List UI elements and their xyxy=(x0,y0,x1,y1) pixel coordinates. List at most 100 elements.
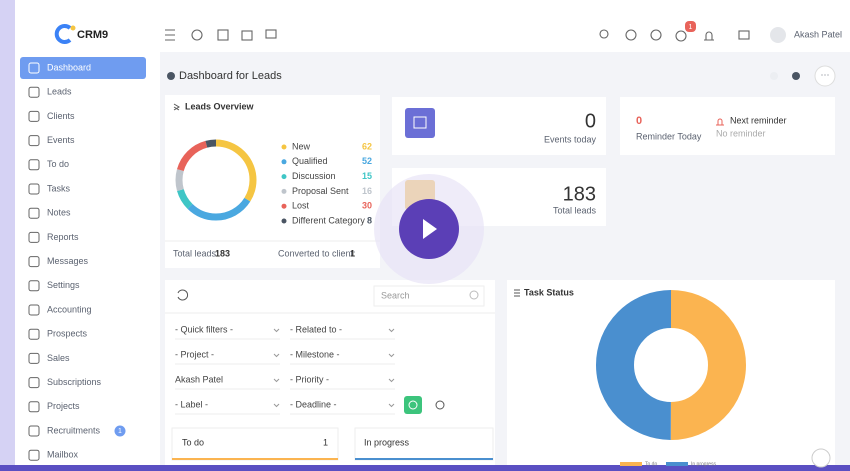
nav-item[interactable]: Accounting xyxy=(47,304,92,314)
title-dot xyxy=(167,72,175,80)
nav-icon xyxy=(28,207,40,219)
nav-badge xyxy=(114,425,126,437)
nav-item[interactable]: Tasks xyxy=(47,183,71,193)
dot[interactable] xyxy=(770,72,778,80)
total-value: 183 xyxy=(215,248,230,258)
clear-button[interactable] xyxy=(435,400,445,410)
chevron xyxy=(388,378,395,383)
donut-segment xyxy=(175,139,257,221)
search-icon[interactable] xyxy=(469,290,479,300)
legend-label: Different Category xyxy=(292,215,365,225)
nav-icon xyxy=(28,352,40,364)
legend-label: Qualified xyxy=(292,156,328,166)
legend-value: 62 xyxy=(362,141,372,151)
nav-item[interactable]: Clients xyxy=(47,111,75,121)
legend-label: Lost xyxy=(292,201,310,211)
avatar[interactable] xyxy=(770,27,786,43)
nav-item[interactable]: Prospects xyxy=(47,329,88,339)
list-icon xyxy=(514,289,520,297)
chevron xyxy=(273,353,280,358)
chevron xyxy=(388,403,395,408)
notification-badge xyxy=(685,21,696,32)
chat-button[interactable] xyxy=(811,448,831,468)
nav-item[interactable]: Projects xyxy=(47,401,80,411)
top-icons[interactable] xyxy=(165,29,750,42)
page-title: Dashboard for Leads xyxy=(179,70,282,82)
select[interactable]: - Related to - xyxy=(290,324,342,334)
chevron xyxy=(388,353,395,358)
nav-icon xyxy=(28,328,40,340)
nav-icon xyxy=(28,86,40,98)
search-box[interactable] xyxy=(373,285,485,307)
nav-item[interactable]: Settings xyxy=(47,280,80,290)
nav-item[interactable]: To do xyxy=(47,159,69,169)
nav-icon xyxy=(28,62,40,74)
select[interactable]: - Quick filters - xyxy=(175,324,233,334)
converted-label: Converted to client: xyxy=(278,248,356,258)
reminder-card xyxy=(620,97,835,155)
chevron xyxy=(273,328,280,333)
kanban-title: In progress xyxy=(364,437,410,447)
legend-value: 8 xyxy=(367,215,372,225)
nav-item[interactable]: Messages xyxy=(47,256,89,266)
nav-item[interactable]: Leads xyxy=(47,87,72,97)
select[interactable]: - Project - xyxy=(175,349,214,359)
reminder-label: Reminder Today xyxy=(636,131,702,141)
legend-value: 16 xyxy=(362,186,372,196)
nav-item[interactable]: Reports xyxy=(47,232,79,242)
donut-segment xyxy=(175,139,257,221)
nav-icon xyxy=(28,425,40,437)
apply-icon[interactable] xyxy=(408,400,418,410)
more-icon[interactable]: ··· xyxy=(821,69,830,79)
legend-value: 30 xyxy=(362,201,372,211)
select[interactable]: - Deadline - xyxy=(290,399,337,409)
card-title: Task Status xyxy=(524,287,574,297)
refresh-icon[interactable] xyxy=(177,289,188,301)
play-icon[interactable] xyxy=(423,219,437,239)
select[interactable]: - Priority - xyxy=(290,374,329,384)
nav-badge-count: 1 xyxy=(118,428,122,435)
card-title: Leads Overview xyxy=(185,101,255,111)
donut-segment xyxy=(596,290,746,440)
nav-item[interactable]: Notes xyxy=(47,208,71,218)
donut-segment xyxy=(175,139,257,221)
select[interactable]: Akash Patel xyxy=(175,374,223,384)
legend-value: 15 xyxy=(362,171,372,181)
nav-item[interactable]: Sales xyxy=(47,353,70,363)
next-reminder-text: No reminder xyxy=(716,128,766,138)
nav-item[interactable]: Events xyxy=(47,135,75,145)
logo-dot xyxy=(70,25,76,31)
kanban-count: 1 xyxy=(323,437,328,447)
dot[interactable] xyxy=(792,72,800,80)
nav-icon xyxy=(28,304,40,316)
kanban-column xyxy=(354,427,494,461)
total-leads-label: Total leads xyxy=(553,205,597,215)
nav-icon xyxy=(28,135,40,147)
legend-label: To do xyxy=(645,461,657,467)
nav-item[interactable]: Recruitments xyxy=(47,425,101,435)
nav-icon xyxy=(28,110,40,122)
kanban-column xyxy=(171,427,339,461)
chevron xyxy=(273,403,280,408)
icon xyxy=(173,103,180,111)
nav-item[interactable]: Dashboard xyxy=(47,62,91,72)
chevron xyxy=(273,378,280,383)
legend-dot xyxy=(281,203,287,209)
select[interactable]: - Milestone - xyxy=(290,349,340,359)
search-placeholder[interactable]: Search xyxy=(381,290,410,300)
next-reminder-title: Next reminder xyxy=(730,115,787,125)
apply-button[interactable] xyxy=(404,396,422,414)
kanban-underline xyxy=(355,458,493,460)
user-name[interactable]: Akash Patel xyxy=(794,29,842,39)
chevron xyxy=(388,328,395,333)
more-button[interactable] xyxy=(814,65,836,87)
events-value: 0 xyxy=(585,110,596,132)
legend-label: In progress xyxy=(691,461,717,467)
nav-item[interactable]: Subscriptions xyxy=(47,377,102,387)
select[interactable]: - Label - xyxy=(175,399,208,409)
kanban-title: To do xyxy=(182,437,204,447)
nav-item[interactable]: Mailbox xyxy=(47,450,79,460)
bell-icon xyxy=(716,118,724,126)
